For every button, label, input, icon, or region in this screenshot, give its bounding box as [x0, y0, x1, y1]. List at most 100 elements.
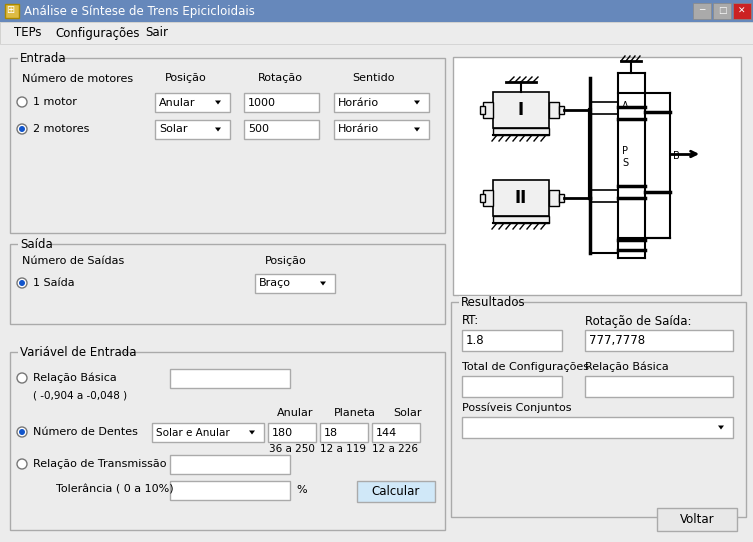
Text: Anular: Anular: [277, 408, 313, 418]
Bar: [10, 58, 445, 233]
Text: ⊞: ⊞: [6, 5, 14, 15]
Bar: [255, 274, 335, 293]
Bar: [483, 102, 493, 118]
Bar: [559, 194, 564, 202]
Text: Sentido: Sentido: [352, 73, 395, 83]
Text: 144: 144: [376, 428, 398, 437]
Bar: [480, 194, 485, 202]
Text: Solar: Solar: [159, 125, 187, 134]
Bar: [549, 190, 559, 206]
Bar: [657, 508, 737, 531]
Bar: [493, 180, 549, 216]
Text: 18: 18: [324, 428, 338, 437]
Circle shape: [17, 97, 27, 107]
Text: P: P: [622, 146, 628, 156]
Text: 180: 180: [272, 428, 293, 437]
Text: Calcular: Calcular: [372, 485, 420, 498]
Bar: [0, 0, 753, 22]
Bar: [462, 376, 562, 397]
Polygon shape: [414, 127, 420, 132]
Text: RT:: RT:: [462, 314, 479, 327]
Bar: [170, 481, 290, 500]
Bar: [334, 93, 429, 112]
Bar: [693, 3, 711, 19]
Text: Solar e Anular: Solar e Anular: [156, 428, 230, 437]
Text: S: S: [622, 158, 628, 168]
Text: Braço: Braço: [259, 279, 291, 288]
Bar: [18, 52, 59, 64]
Text: Variável de Entrada: Variável de Entrada: [20, 345, 136, 358]
Bar: [462, 330, 562, 351]
Text: Posição: Posição: [165, 73, 207, 83]
Text: TEPs: TEPs: [14, 27, 41, 40]
Bar: [334, 120, 429, 139]
Text: A: A: [622, 101, 629, 111]
Text: 1 Saída: 1 Saída: [33, 278, 75, 288]
Text: Voltar: Voltar: [680, 513, 715, 526]
Bar: [480, 106, 485, 114]
Bar: [244, 93, 319, 112]
Text: Relação Básica: Relação Básica: [585, 362, 669, 372]
Text: ─: ─: [700, 7, 705, 16]
Bar: [713, 3, 731, 19]
Text: Relação Básica: Relação Básica: [33, 373, 117, 383]
Bar: [451, 302, 746, 517]
Bar: [152, 423, 264, 442]
Text: 12 a 119: 12 a 119: [320, 444, 366, 454]
Bar: [493, 92, 549, 128]
Text: Número de Saídas: Número de Saídas: [22, 256, 124, 266]
Bar: [18, 238, 48, 250]
Text: Rotação de Saída:: Rotação de Saída:: [585, 314, 691, 327]
Polygon shape: [249, 430, 255, 435]
Bar: [459, 296, 515, 308]
Bar: [18, 346, 120, 358]
Text: II: II: [515, 189, 527, 207]
Circle shape: [19, 126, 25, 132]
Bar: [493, 128, 549, 135]
Bar: [170, 455, 290, 474]
Text: Horário: Horário: [338, 125, 379, 134]
Text: 500: 500: [248, 125, 269, 134]
Text: Número de motores: Número de motores: [22, 74, 133, 84]
Polygon shape: [320, 281, 326, 286]
Bar: [155, 93, 230, 112]
Bar: [320, 423, 368, 442]
Text: Planeta: Planeta: [334, 408, 376, 418]
Text: 1000: 1000: [248, 98, 276, 107]
Polygon shape: [414, 100, 420, 105]
Bar: [244, 120, 319, 139]
Text: ( -0,904 a -0,048 ): ( -0,904 a -0,048 ): [33, 391, 127, 401]
Text: Total de Configurações: Total de Configurações: [462, 362, 589, 372]
Circle shape: [17, 278, 27, 288]
Text: ✕: ✕: [738, 7, 745, 16]
Text: Configurações: Configurações: [55, 27, 139, 40]
Polygon shape: [718, 425, 724, 429]
Bar: [733, 3, 751, 19]
Text: Rotação: Rotação: [258, 73, 303, 83]
Text: 2 motores: 2 motores: [33, 124, 90, 134]
Text: Posição: Posição: [265, 256, 306, 266]
Circle shape: [17, 459, 27, 469]
Circle shape: [17, 373, 27, 383]
Bar: [5, 4, 19, 18]
Bar: [372, 423, 420, 442]
Text: Solar: Solar: [393, 408, 422, 418]
Text: I: I: [518, 101, 524, 119]
Text: 1 motor: 1 motor: [33, 97, 77, 107]
Bar: [559, 106, 564, 114]
Bar: [549, 102, 559, 118]
Bar: [483, 190, 493, 206]
Text: 36 a 250: 36 a 250: [269, 444, 315, 454]
Circle shape: [17, 124, 27, 134]
Bar: [268, 423, 316, 442]
Text: Horário: Horário: [338, 98, 379, 107]
Text: 1.8: 1.8: [466, 334, 485, 347]
Circle shape: [19, 280, 25, 286]
Polygon shape: [215, 100, 221, 105]
Circle shape: [19, 429, 25, 435]
Bar: [585, 376, 733, 397]
Bar: [10, 244, 445, 324]
Bar: [462, 417, 733, 438]
Text: □: □: [718, 7, 726, 16]
Bar: [10, 352, 445, 530]
